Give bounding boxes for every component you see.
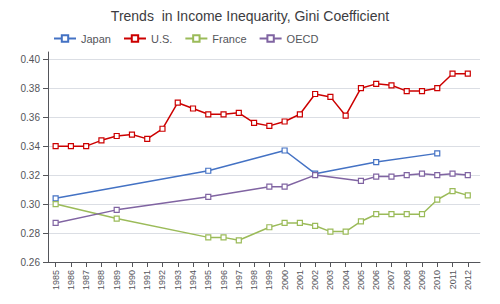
- svg-text:2006: 2006: [371, 270, 381, 290]
- svg-text:1998: 1998: [249, 270, 259, 290]
- svg-text:1999: 1999: [264, 270, 274, 290]
- svg-text:2000: 2000: [280, 270, 290, 290]
- svg-text:2001: 2001: [295, 270, 305, 290]
- svg-text:2007: 2007: [386, 270, 396, 290]
- svg-text:2002: 2002: [310, 270, 320, 290]
- svg-text:1987: 1987: [81, 270, 91, 290]
- svg-text:0.38: 0.38: [21, 83, 41, 94]
- svg-text:0.40: 0.40: [21, 54, 41, 65]
- svg-text:1995: 1995: [203, 270, 213, 290]
- svg-text:1996: 1996: [219, 270, 229, 290]
- svg-text:0.28: 0.28: [21, 228, 41, 239]
- svg-text:1988: 1988: [96, 270, 106, 290]
- svg-text:0.34: 0.34: [21, 141, 41, 152]
- svg-text:Trends in Income Inequarity,: Trends in Income Inequarity, Gini Coeffi…: [111, 8, 389, 24]
- svg-text:1990: 1990: [127, 270, 137, 290]
- svg-text:1992: 1992: [157, 270, 167, 290]
- svg-text:2011: 2011: [448, 270, 458, 289]
- svg-text:1997: 1997: [234, 270, 244, 290]
- svg-text:0.32: 0.32: [21, 170, 41, 181]
- svg-text:1985: 1985: [51, 270, 61, 290]
- svg-text:1993: 1993: [173, 270, 183, 290]
- svg-text:2012: 2012: [463, 270, 473, 290]
- svg-text:1989: 1989: [112, 270, 122, 290]
- svg-text:0.26: 0.26: [21, 257, 41, 268]
- svg-text:2008: 2008: [402, 270, 412, 290]
- svg-text:1991: 1991: [142, 270, 152, 290]
- svg-text:OECD: OECD: [287, 33, 319, 45]
- svg-text:1986: 1986: [66, 270, 76, 290]
- svg-text:2003: 2003: [325, 270, 335, 290]
- svg-text:2009: 2009: [417, 270, 427, 290]
- svg-text:0.36: 0.36: [21, 112, 41, 123]
- svg-text:2004: 2004: [341, 270, 351, 290]
- svg-text:1994: 1994: [188, 270, 198, 290]
- svg-text:2010: 2010: [432, 270, 442, 290]
- svg-text:U.S.: U.S.: [151, 33, 172, 45]
- svg-text:France: France: [212, 33, 246, 45]
- svg-text:Japan: Japan: [81, 33, 111, 45]
- svg-text:0.30: 0.30: [21, 199, 41, 210]
- svg-text:2005: 2005: [356, 270, 366, 290]
